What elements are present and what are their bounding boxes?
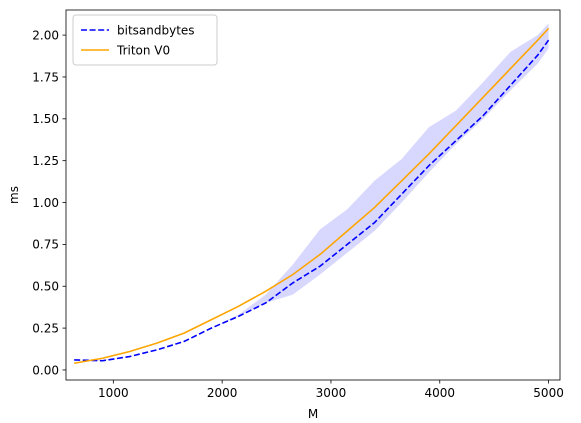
y-axis-label: ms <box>7 186 21 204</box>
x-tick-label: 4000 <box>424 386 455 400</box>
y-tick-label: 1.75 <box>32 70 59 84</box>
x-tick-label: 2000 <box>207 386 238 400</box>
legend: bitsandbytes Triton V0 <box>72 14 218 66</box>
y-tick-label: 1.25 <box>32 154 59 168</box>
axes-frame <box>65 9 561 381</box>
x-tick-label: 5000 <box>533 386 564 400</box>
y-tick-label: 0.25 <box>32 321 59 335</box>
y-tick-label: 1.50 <box>32 112 59 126</box>
y-tick-label: 2.00 <box>32 28 59 42</box>
y-tick-label: 0.75 <box>32 238 59 252</box>
x-axis-label: M <box>308 407 318 421</box>
x-tick-label: 3000 <box>316 386 347 400</box>
legend-box <box>72 14 218 66</box>
axes: 1000 2000 3000 4000 5000 0.00 0.25 0.50 0.75 1.00… <box>32 9 564 400</box>
y-tick-label: 0.00 <box>32 363 59 377</box>
x-tick-label: 1000 <box>98 386 129 400</box>
plot-area <box>74 23 550 365</box>
series-0-line <box>74 39 550 362</box>
legend-label-0: bitsandbytes <box>117 23 195 37</box>
y-tick-label: 0.50 <box>32 280 59 294</box>
legend-label-1: Triton V0 <box>116 43 170 57</box>
series-1-line <box>74 27 550 365</box>
y-tick-label: 1.00 <box>32 196 59 210</box>
